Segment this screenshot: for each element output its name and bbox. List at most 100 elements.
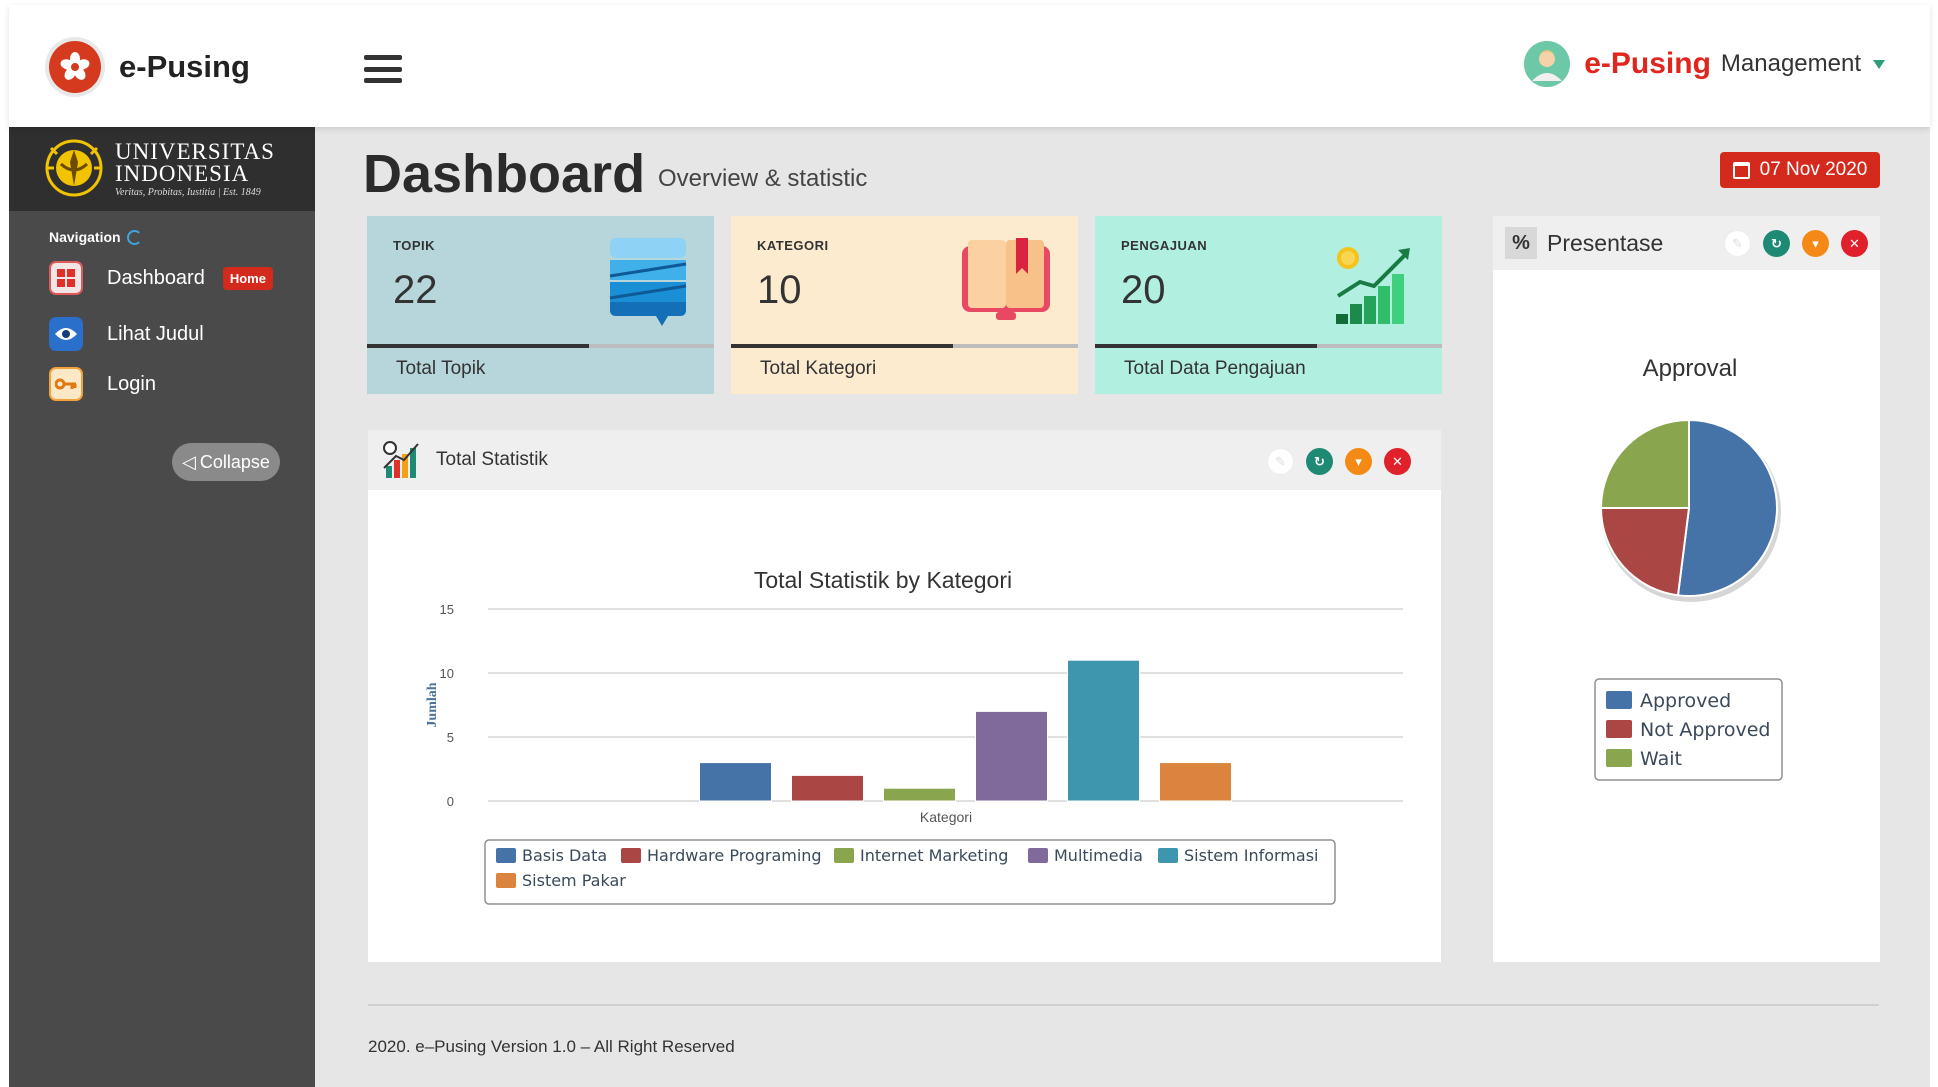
home-badge: Home — [222, 266, 273, 290]
stat-value: 22 — [393, 268, 438, 312]
sidebar-item-label: Lihat Judul — [107, 322, 204, 345]
pie-legend — [1594, 678, 1783, 781]
legend-label: Wait — [1640, 748, 1682, 770]
stat-progress — [731, 344, 1078, 348]
bar-hardware-programing — [791, 774, 864, 802]
minimize-icon[interactable]: ▾ — [1345, 448, 1372, 475]
sidebar-item-dashboard[interactable]: Dashboard Home — [49, 261, 273, 295]
legend-swatch — [496, 848, 516, 863]
legend-label: Hardware Programing — [647, 846, 822, 865]
legend-swatch — [621, 848, 641, 863]
y-tick-label: 10 — [440, 666, 454, 681]
bar-chart: Total Statistik by Kategori 0 5 10 15 Jumlah K… — [425, 567, 1403, 905]
stat-label: TOPIK — [393, 238, 435, 253]
legend-swatch — [1606, 720, 1632, 738]
book-icon — [962, 236, 1054, 328]
panel-title: Total Statistik — [436, 449, 548, 470]
refresh-icon[interactable]: ↻ — [1763, 230, 1790, 257]
refresh-icon — [126, 229, 142, 245]
footer-text: 2020. e–Pusing Version 1.0 – All Right R… — [368, 1037, 735, 1056]
legend-swatch — [1606, 749, 1632, 767]
date-badge[interactable]: 07 Nov 2020 — [1720, 152, 1880, 188]
user-brand: e-Pusing — [1584, 47, 1711, 80]
key-icon — [49, 367, 83, 401]
edit-icon[interactable]: ✎ — [1724, 230, 1751, 257]
main-content: Dashboard Overview & statistic 07 Nov 20… — [315, 127, 1930, 1087]
sidebar: UNIVERSITAS INDONESIA Veritas, Probitas,… — [9, 127, 315, 1087]
x-axis-label: Kategori — [920, 809, 972, 825]
stat-value: 10 — [757, 268, 802, 312]
sidebar-item-lihat-judul[interactable]: Lihat Judul — [49, 317, 204, 351]
stat-card-kategori[interactable]: KATEGORI 10 Total Kategori — [731, 216, 1078, 394]
university-name-line1: UNIVERSITAS — [115, 138, 275, 164]
stat-card-pengajuan[interactable]: PENGAJUAN 20 Total Data Pengajuan — [1095, 216, 1442, 394]
university-logo: UNIVERSITAS INDONESIA Veritas, Probitas,… — [9, 127, 315, 211]
stat-label: KATEGORI — [757, 238, 829, 253]
brand-logo-icon[interactable] — [45, 37, 105, 97]
stat-label: PENGAJUAN — [1121, 238, 1208, 253]
refresh-icon[interactable]: ↻ — [1306, 448, 1333, 475]
chevron-down-icon[interactable] — [1873, 59, 1885, 69]
stat-footer: Total Kategori — [760, 358, 877, 379]
y-tick-label: 15 — [440, 602, 454, 617]
pie-slice-not-approved — [1599, 507, 1691, 597]
footer-divider — [368, 1004, 1879, 1006]
calendar-icon — [1732, 161, 1750, 179]
sidebar-item-label: Dashboard — [107, 266, 205, 289]
close-icon[interactable]: ✕ — [1841, 230, 1868, 257]
bar-chart-icon — [382, 440, 422, 480]
user-menu[interactable]: e-Pusing Management — [1524, 41, 1885, 87]
growth-chart-icon — [1334, 236, 1418, 328]
pie-slice-wait — [1599, 418, 1690, 509]
navigation-label: Navigation — [49, 229, 121, 245]
menu-toggle-icon[interactable] — [364, 55, 402, 83]
sidebar-item-label: Login — [107, 372, 156, 395]
collapse-label: Collapse — [199, 451, 270, 472]
bar-sistem-pakar — [1159, 762, 1232, 802]
legend-swatch — [496, 873, 516, 888]
stat-value: 20 — [1121, 268, 1166, 312]
stat-footer: Total Data Pengajuan — [1124, 358, 1306, 379]
stat-progress — [367, 344, 714, 348]
makara-emblem-icon — [43, 136, 105, 202]
presentase-panel: % Presentase ✎ ↻ ▾ ✕ Approval Approved Not… — [1493, 216, 1880, 962]
navigation-heading: Navigation — [49, 229, 142, 245]
legend-label: Not Approved — [1640, 719, 1770, 741]
pie-chart: Approval Approved Not Approved Wait — [1594, 355, 1783, 781]
panel-toolbar: ✎ ↻ ▾ ✕ — [1255, 448, 1411, 475]
legend-swatch — [1028, 848, 1048, 863]
stat-card-topik[interactable]: TOPIK 22 Total Topik — [367, 216, 714, 394]
university-name-line2: INDONESIA — [115, 160, 250, 186]
bar-multimedia — [975, 710, 1048, 802]
legend-label: Approved — [1640, 690, 1731, 712]
legend-swatch — [834, 848, 854, 863]
sidebar-item-login[interactable]: Login — [49, 367, 156, 401]
minimize-icon[interactable]: ▾ — [1802, 230, 1829, 257]
bar-sistem-informasi — [1067, 659, 1140, 802]
pie-slice-approved — [1676, 418, 1778, 597]
y-tick-label: 5 — [447, 730, 454, 745]
legend-label: Sistem Pakar — [522, 871, 626, 890]
bar-basis-data — [699, 762, 772, 802]
avatar — [1524, 41, 1571, 87]
page-title: Dashboard — [363, 144, 646, 204]
panel-title: Presentase — [1547, 229, 1664, 256]
layers-icon — [606, 236, 690, 328]
chevron-left-icon: ◁ — [182, 451, 196, 472]
bar-internet-marketing — [883, 787, 956, 802]
legend-label: Internet Marketing — [860, 846, 1008, 865]
brand-name[interactable]: e-Pusing — [119, 49, 250, 84]
university-motto: Veritas, Probitas, Iustitia | Est. 1849 — [115, 186, 261, 198]
legend-label: Sistem Informasi — [1184, 846, 1318, 865]
collapse-button[interactable]: ◁ Collapse — [172, 443, 280, 481]
edit-icon[interactable]: ✎ — [1267, 448, 1294, 475]
close-icon[interactable]: ✕ — [1384, 448, 1411, 475]
legend-swatch — [1158, 848, 1178, 863]
chart-title: Total Statistik by Kategori — [754, 567, 1012, 593]
page-subtitle: Overview & statistic — [658, 165, 868, 192]
date-text: 07 Nov 2020 — [1759, 159, 1868, 180]
dashboard-icon — [49, 261, 83, 295]
presentase-panel-header: % Presentase ✎ ↻ ▾ ✕ — [1493, 216, 1880, 270]
legend-label: Basis Data — [522, 846, 607, 865]
stat-progress — [1095, 344, 1442, 348]
